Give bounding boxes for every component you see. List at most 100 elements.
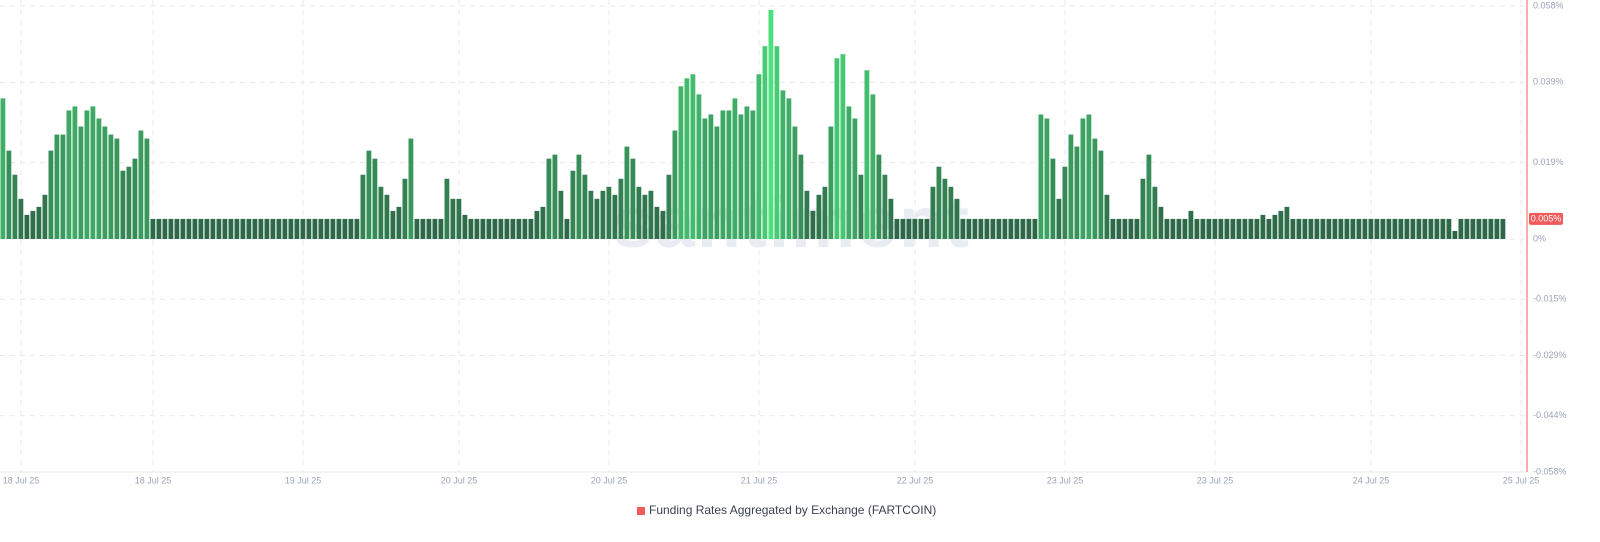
bar [1452,230,1458,239]
legend-label: Funding Rates Aggregated by Exchange (FA… [649,503,936,517]
bar [606,186,612,239]
bar [1230,218,1236,239]
bar [1314,218,1320,239]
bar [858,174,864,239]
y-tick-label: -0.044% [1533,410,1567,420]
x-tick-label: 18 Jul 25 [3,475,40,485]
bar [396,206,402,239]
bar [102,126,108,239]
bar [666,174,672,239]
bar [288,218,294,239]
bar [846,106,852,240]
bar [408,138,414,239]
bar [1104,194,1110,239]
bar [984,218,990,239]
bar [1374,218,1380,239]
bar [390,210,396,239]
bar [924,218,930,239]
bar [642,194,648,239]
bar [120,170,126,239]
bar [60,134,66,239]
x-tick-label: 22 Jul 25 [897,475,934,485]
x-tick-label: 21 Jul 25 [741,475,778,485]
bar [498,218,504,239]
bar [1428,218,1434,239]
bar [174,218,180,239]
bar [1020,218,1026,239]
bar [1422,218,1428,239]
bar [876,154,882,239]
bar [516,218,522,239]
bar [276,218,282,239]
bar [648,190,654,239]
bar [432,218,438,239]
bar [1092,138,1098,239]
bar [744,106,750,240]
bar [870,94,876,240]
bar [6,150,12,239]
bar [1026,218,1032,239]
bar [1008,218,1014,239]
bar [480,218,486,239]
bar [450,198,456,239]
bar [1032,218,1038,239]
bar [1380,218,1386,239]
bar [564,218,570,239]
bar [594,198,600,239]
bar [780,90,786,240]
bar [150,218,156,239]
x-tick-label: 24 Jul 25 [1353,475,1390,485]
bar [1326,218,1332,239]
bar [1068,134,1074,239]
bar [1152,186,1158,239]
bar [336,218,342,239]
bar [978,218,984,239]
bar [456,198,462,239]
bar [912,218,918,239]
bar [1254,218,1260,239]
bar [1266,218,1272,239]
x-tick-label: 23 Jul 25 [1197,475,1234,485]
bar [240,218,246,239]
bar [372,158,378,239]
bar [492,218,498,239]
bar [570,170,576,239]
bar [864,70,870,239]
bar [222,218,228,239]
bar [786,98,792,240]
bar [972,218,978,239]
bar [246,218,252,239]
bar [576,154,582,239]
bar [1416,218,1422,239]
y-tick-label: -0.015% [1533,294,1567,304]
bar [1458,218,1464,239]
x-tick-label: 25 Jul 25 [1503,475,1540,485]
bar [0,98,6,240]
bar [264,218,270,239]
bar [624,146,630,239]
bar [612,194,618,239]
bar [330,218,336,239]
bar [270,218,276,239]
bar [1386,218,1392,239]
bar [1086,114,1092,239]
bar [1368,218,1374,239]
bar [168,218,174,239]
bar [378,186,384,239]
bar [78,126,84,239]
bar [462,214,468,239]
bar [900,218,906,239]
bar [738,114,744,239]
bar [618,178,624,239]
bar [942,178,948,239]
bar [1338,218,1344,239]
bar [282,218,288,239]
bar [84,110,90,239]
bar [552,154,558,239]
bar [702,118,708,239]
bar [1410,218,1416,239]
bar [534,210,540,239]
bar [198,218,204,239]
bar [546,158,552,239]
bar [1002,218,1008,239]
